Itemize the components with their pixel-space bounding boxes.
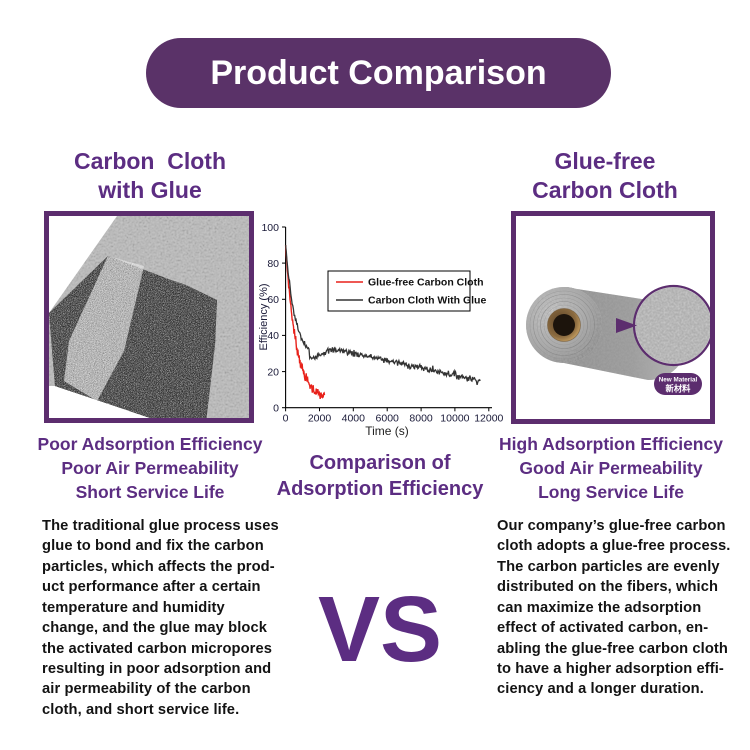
svg-text:20: 20 [267, 366, 279, 378]
svg-text:4000: 4000 [342, 413, 366, 425]
svg-text:Efficiency (%): Efficiency (%) [258, 283, 270, 350]
svg-text:8000: 8000 [409, 413, 433, 425]
svg-text:100: 100 [261, 222, 279, 234]
svg-text:6000: 6000 [376, 413, 400, 425]
svg-text:12000: 12000 [474, 413, 503, 425]
svg-text:Carbon Cloth With Glue: Carbon Cloth With Glue [368, 295, 486, 307]
svg-text:0: 0 [283, 413, 289, 425]
svg-text:New Material: New Material [659, 377, 698, 384]
svg-text:80: 80 [267, 258, 279, 270]
svg-text:Time (s): Time (s) [365, 424, 409, 438]
svg-text:10000: 10000 [440, 413, 469, 425]
svg-text:Glue-free Carbon Cloth: Glue-free Carbon Cloth [368, 277, 484, 289]
svg-text:2000: 2000 [308, 413, 332, 425]
svg-text:0: 0 [273, 403, 279, 415]
svg-text:新材料: 新材料 [666, 384, 692, 394]
